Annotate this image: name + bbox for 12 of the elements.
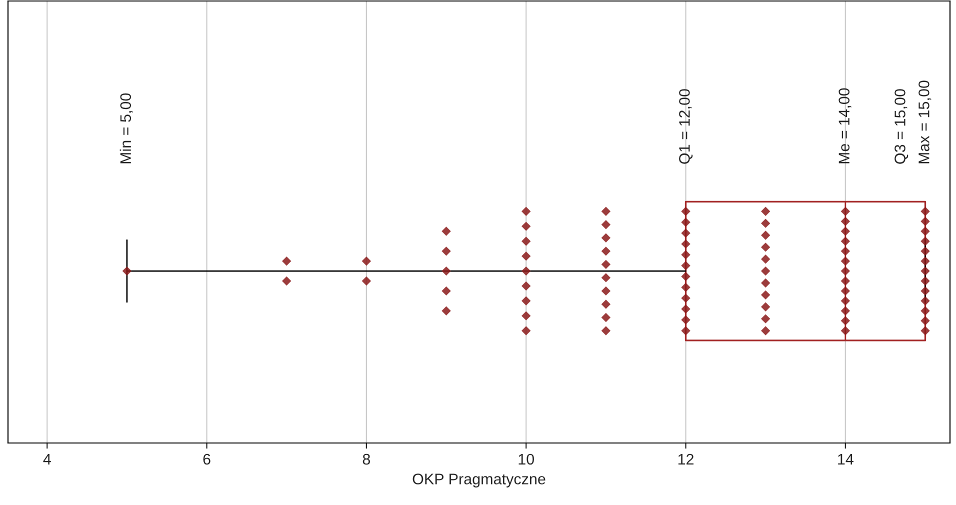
x-tick-label: 14 xyxy=(838,454,854,464)
annotation: Q3 = 15,00 xyxy=(894,89,908,164)
annotation: Me = 14,00 xyxy=(838,88,852,164)
x-tick-label: 8 xyxy=(362,454,370,465)
x-tick-label: 10 xyxy=(518,454,534,465)
x-tick-label: 4 xyxy=(43,454,51,464)
x-axis-title: OKP Pragmatyczne xyxy=(412,474,546,488)
annotation: Max = 15,00 xyxy=(918,80,932,164)
x-tick-label: 6 xyxy=(203,454,210,465)
annotation: Min = 5,00 xyxy=(120,93,133,164)
annotation: Q1 = 12,00 xyxy=(679,89,693,164)
x-tick-label: 12 xyxy=(678,454,694,464)
